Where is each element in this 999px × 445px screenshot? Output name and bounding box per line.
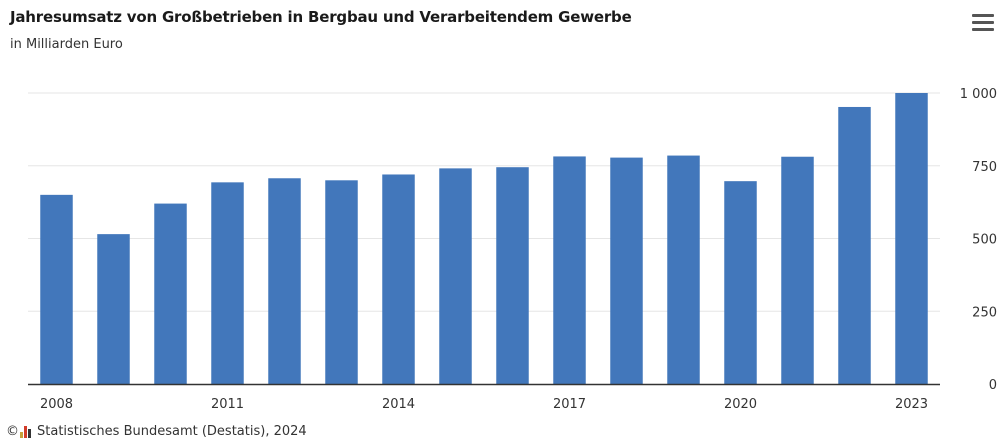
bar-2021[interactable] [781, 156, 814, 384]
chart-title: Jahresumsatz von Großbetrieben in Bergba… [10, 8, 632, 26]
y-tick-label: 0 [989, 378, 997, 393]
y-tick-label: 750 [972, 160, 997, 175]
bar-2014[interactable] [382, 174, 415, 384]
bars [40, 93, 928, 384]
hamburger-menu-icon[interactable] [972, 14, 994, 32]
x-tick-label: 2011 [211, 397, 244, 412]
bar-2015[interactable] [439, 168, 472, 384]
y-tick-label: 250 [972, 305, 997, 320]
bar-2008[interactable] [40, 194, 73, 384]
bar-2019[interactable] [667, 155, 700, 384]
bar-2022[interactable] [838, 106, 871, 384]
bar-2013[interactable] [325, 180, 358, 384]
bar-2020[interactable] [724, 181, 757, 384]
y-tick-label: 500 [972, 233, 997, 248]
bar-2010[interactable] [154, 203, 187, 384]
bar-2012[interactable] [268, 178, 301, 384]
destatis-logo-icon [19, 425, 33, 438]
x-tick-label: 2014 [382, 397, 415, 412]
bar-2009[interactable] [97, 234, 130, 384]
bar-2023[interactable] [895, 93, 928, 384]
x-axis-ticks: 2008 2011 2014 2017 2020 2023 [40, 397, 928, 412]
x-tick-label: 2023 [895, 397, 928, 412]
x-tick-label: 2017 [553, 397, 586, 412]
source-text: Statistisches Bundesamt (Destatis), 2024 [37, 424, 307, 439]
copyright-symbol: © [6, 424, 19, 439]
source-footer: © Statistisches Bundesamt (Destatis), 20… [6, 424, 307, 439]
y-axis-ticks: 0 250 500 750 1 000 [960, 87, 997, 393]
x-tick-label: 2008 [40, 397, 73, 412]
y-tick-label: 1 000 [960, 87, 997, 102]
bar-2018[interactable] [610, 157, 643, 384]
bar-2011[interactable] [211, 182, 244, 384]
chart-subtitle: in Milliarden Euro [10, 37, 123, 52]
bar-2016[interactable] [496, 167, 529, 384]
x-tick-label: 2020 [724, 397, 757, 412]
bar-2017[interactable] [553, 156, 586, 384]
